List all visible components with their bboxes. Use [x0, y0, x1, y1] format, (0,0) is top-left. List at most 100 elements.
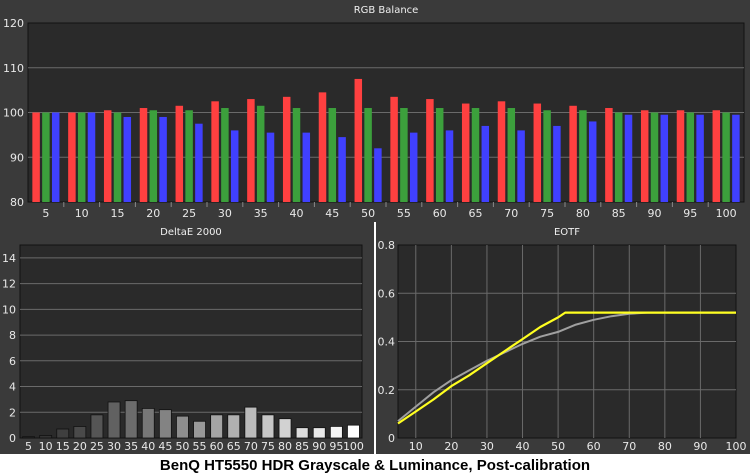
eotf-title: EOTF — [554, 227, 580, 238]
eotf-panel: EOTF 0 0.2 0.4 0.6 0.8 10 20 30 40 50 60 70 80 90 100 — [376, 222, 750, 454]
bar-blue-60 — [445, 130, 454, 202]
bar-deltae-10 — [39, 435, 53, 439]
x-tick-label: 95 — [683, 207, 697, 220]
x-tick-label: 80 — [658, 440, 672, 453]
x-tick-label: 15 — [56, 440, 70, 453]
bar-green-80 — [579, 110, 587, 202]
bar-red-35 — [247, 99, 255, 202]
bar-blue-55 — [409, 132, 418, 202]
bar-red-60 — [426, 99, 434, 202]
y-tick-label: 110 — [3, 62, 24, 75]
bar-red-85 — [605, 108, 613, 202]
bar-blue-75 — [553, 125, 561, 202]
bar-green-70 — [507, 108, 516, 202]
bar-deltae-30 — [107, 401, 121, 439]
bar-deltae-65 — [227, 414, 241, 439]
bar-red-45 — [318, 92, 327, 202]
bar-blue-15 — [123, 116, 132, 202]
bar-red-50 — [354, 78, 363, 202]
bar-blue-85 — [624, 114, 633, 202]
x-tick-label: 5 — [25, 440, 32, 453]
x-tick-label: 50 — [361, 207, 375, 220]
bar-red-5 — [32, 112, 40, 202]
bar-deltae-35 — [124, 400, 138, 439]
y-tick-label: 0.8 — [378, 239, 396, 252]
x-tick-label: 85 — [612, 207, 626, 220]
bar-red-95 — [676, 110, 685, 202]
x-tick-label: 55 — [397, 207, 411, 220]
x-tick-label: 100 — [726, 440, 747, 453]
bar-blue-25 — [195, 123, 203, 202]
y-tick-label: 0 — [388, 432, 395, 445]
x-tick-label: 70 — [504, 207, 518, 220]
x-tick-label: 80 — [278, 440, 292, 453]
bar-red-90 — [640, 110, 649, 202]
bar-green-100 — [722, 112, 730, 202]
bar-blue-100 — [732, 114, 740, 202]
x-tick-label: 20 — [146, 207, 160, 220]
bar-red-65 — [461, 103, 470, 202]
rgb-balance-panel: RGB Balance 80 90 100 110 120 5 10 15 20 25 30 35 40 4… — [0, 0, 750, 222]
x-tick-label: 60 — [210, 440, 224, 453]
x-tick-label: 30 — [480, 440, 494, 453]
bar-blue-65 — [481, 125, 490, 202]
bar-deltae-85 — [295, 427, 309, 439]
y-tick-label: 0 — [9, 432, 16, 445]
bar-blue-20 — [159, 116, 167, 202]
bar-green-50 — [364, 108, 372, 202]
y-tick-label: 80 — [10, 196, 24, 209]
x-tick-label: 65 — [227, 440, 241, 453]
bar-blue-35 — [266, 132, 275, 202]
y-tick-label: 0.2 — [378, 384, 396, 397]
x-tick-label: 50 — [551, 440, 565, 453]
bar-deltae-15 — [56, 428, 70, 439]
bar-red-75 — [533, 103, 542, 202]
y-tick-label: 10 — [2, 303, 16, 316]
x-tick-label: 15 — [111, 207, 125, 220]
x-tick-label: 90 — [693, 440, 707, 453]
bar-green-45 — [328, 108, 337, 202]
x-tick-label: 45 — [325, 207, 339, 220]
y-tick-label: 0.4 — [378, 336, 396, 349]
bar-blue-10 — [87, 112, 96, 202]
y-tick-label: 8 — [9, 329, 16, 342]
figure-caption: BenQ HT5550 HDR Grayscale & Luminance, P… — [159, 457, 591, 474]
y-tick-label: 12 — [2, 278, 16, 291]
x-tick-label: 60 — [587, 440, 601, 453]
x-tick-label: 100 — [343, 440, 364, 453]
x-tick-label: 20 — [444, 440, 458, 453]
bar-red-55 — [390, 96, 398, 202]
bar-blue-90 — [660, 114, 669, 202]
x-tick-label: 40 — [516, 440, 530, 453]
x-tick-label: 100 — [716, 207, 737, 220]
x-tick-label: 40 — [141, 440, 155, 453]
bar-green-65 — [471, 108, 480, 202]
deltae-title: DeltaE 2000 — [160, 227, 222, 238]
bar-green-10 — [77, 112, 86, 202]
bar-red-70 — [497, 101, 506, 202]
bar-blue-80 — [588, 121, 597, 202]
x-tick-label: 35 — [254, 207, 268, 220]
x-tick-label: 5 — [42, 207, 49, 220]
x-tick-label: 85 — [295, 440, 309, 453]
bar-deltae-60 — [210, 414, 224, 439]
bar-blue-50 — [374, 148, 382, 202]
y-tick-label: 90 — [10, 151, 24, 164]
bar-green-85 — [614, 112, 623, 202]
y-tick-label: 0.6 — [378, 287, 396, 300]
x-tick-label: 90 — [312, 440, 326, 453]
y-tick-label: 6 — [9, 355, 16, 368]
bar-green-20 — [149, 110, 158, 202]
bar-red-10 — [68, 112, 76, 202]
bar-green-55 — [400, 108, 408, 202]
bar-deltae-95 — [329, 426, 343, 439]
x-tick-label: 80 — [576, 207, 590, 220]
bar-deltae-50 — [176, 415, 189, 439]
y-tick-label: 4 — [9, 381, 16, 394]
y-tick-label: 120 — [3, 17, 24, 30]
bar-green-25 — [185, 110, 193, 202]
bar-deltae-80 — [278, 418, 292, 439]
bar-green-15 — [113, 112, 122, 202]
